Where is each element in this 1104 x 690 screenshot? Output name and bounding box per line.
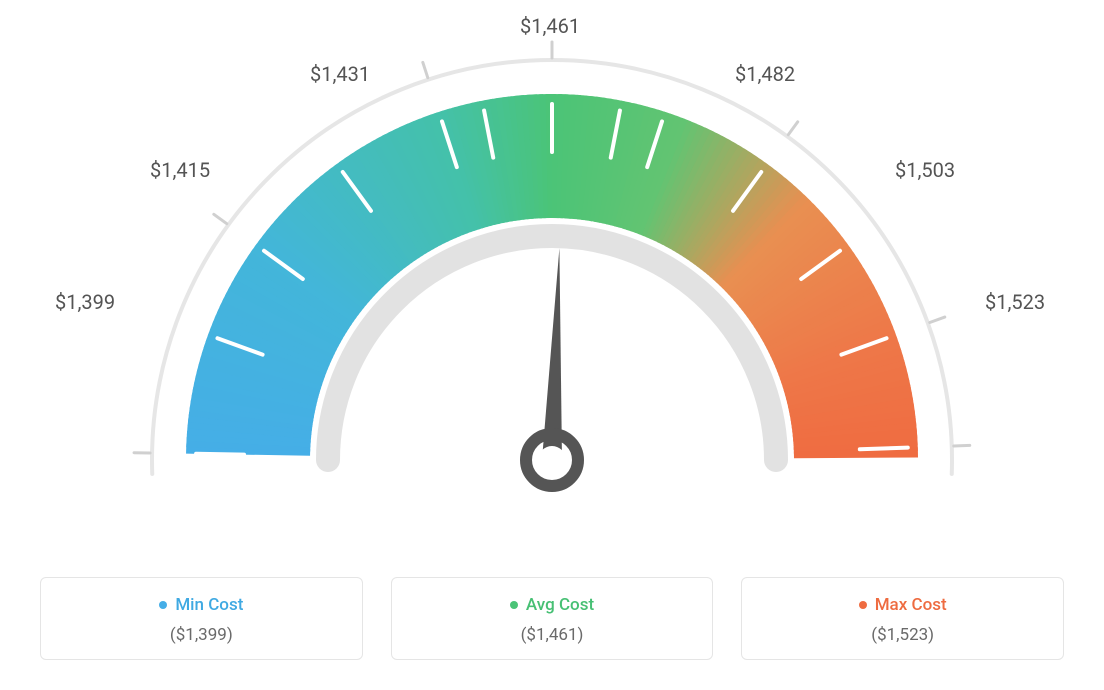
legend-title-text: Max Cost	[875, 595, 947, 615]
gauge-tick-label: $1,399	[55, 290, 115, 314]
dot-icon	[510, 601, 518, 609]
gauge-tick-label: $1,415	[150, 158, 210, 182]
legend-row: Min Cost ($1,399) Avg Cost ($1,461) Max …	[40, 577, 1064, 660]
gauge-chart: $1,399 $1,415 $1,431 $1,461 $1,482 $1,503 $1,5…	[0, 0, 1104, 540]
legend-title-max: Max Cost	[859, 595, 947, 615]
legend-card-min: Min Cost ($1,399)	[40, 577, 363, 660]
gauge-tick-label: $1,503	[895, 158, 955, 182]
gauge-tick-label: $1,482	[735, 62, 795, 86]
legend-title-text: Avg Cost	[526, 595, 594, 615]
dot-icon	[159, 601, 167, 609]
legend-title-avg: Avg Cost	[510, 595, 594, 615]
legend-card-avg: Avg Cost ($1,461)	[391, 577, 714, 660]
gauge-tick-label: $1,461	[520, 14, 580, 38]
legend-title-min: Min Cost	[159, 595, 243, 615]
legend-title-text: Min Cost	[175, 595, 243, 615]
gauge-tick-label: $1,431	[310, 62, 370, 86]
legend-value-avg: ($1,461)	[402, 625, 703, 645]
legend-card-max: Max Cost ($1,523)	[741, 577, 1064, 660]
legend-value-min: ($1,399)	[51, 625, 352, 645]
gauge-tick-label: $1,523	[985, 290, 1045, 314]
dot-icon	[859, 601, 867, 609]
legend-value-max: ($1,523)	[752, 625, 1053, 645]
gauge-svg	[0, 0, 1104, 540]
